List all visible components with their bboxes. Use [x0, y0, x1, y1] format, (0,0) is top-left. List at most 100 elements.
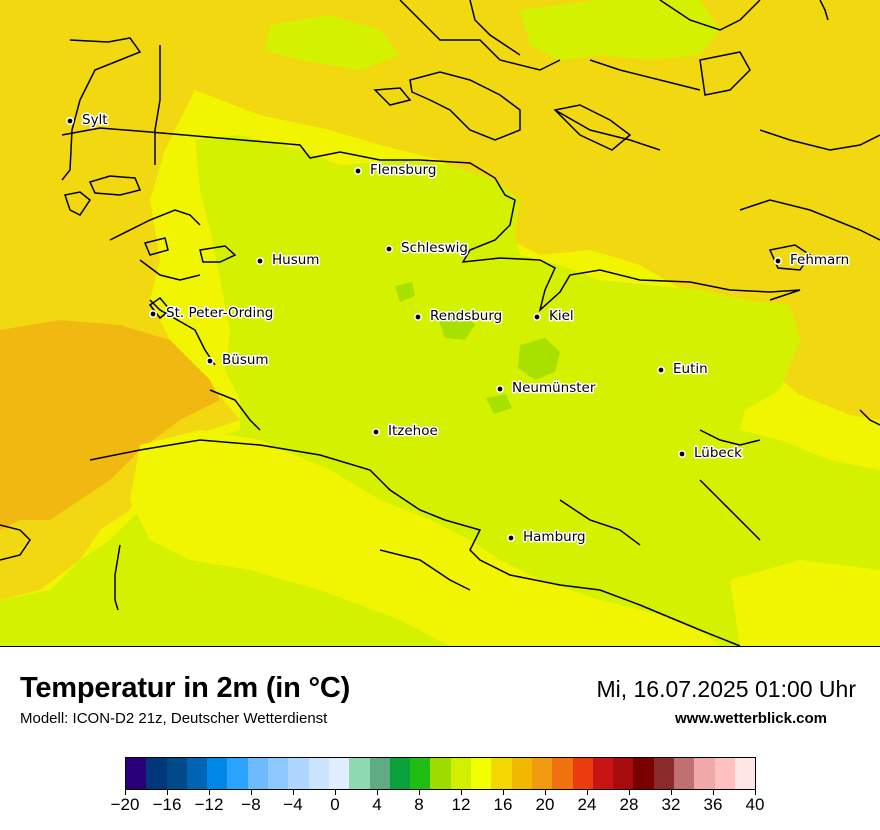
city-husum: Husum [255, 251, 321, 270]
colorbar-tick-label: 0 [330, 795, 340, 814]
colorbar-swatch [491, 758, 512, 789]
model-source: Modell: ICON-D2 21z, Deutscher Wetterdie… [20, 710, 328, 727]
field-12-14-c [395, 282, 415, 302]
colorbar-tick [545, 790, 546, 795]
colorbar-tick-label: 32 [661, 795, 681, 814]
field-16-18-south-east [730, 560, 880, 646]
colorbar-swatch [613, 758, 634, 789]
field-12-14-d [486, 394, 512, 414]
colorbar-swatch [511, 758, 532, 789]
colorbar-swatch [349, 758, 370, 789]
colorbar-tick [587, 790, 588, 795]
city-hamburg: Hamburg [506, 528, 587, 547]
colorbar-tick [629, 790, 630, 795]
city-neumuenster: Neumünster [495, 379, 597, 398]
colorbar-tick [293, 790, 294, 795]
colorbar-swatch [207, 758, 228, 789]
colorbar-tick-label: −12 [194, 795, 224, 814]
svg-text:Neumünster: Neumünster [512, 380, 596, 396]
colorbar-swatch [308, 758, 329, 789]
city-flensburg: Flensburg [353, 161, 438, 180]
colorbar-swatch [126, 758, 147, 789]
colorbar-ticks: −20 −16 −12 −8 −4 0 4 8 12 16 20 24 28 32 36 40 [111, 790, 764, 830]
colorbar-swatch [471, 758, 492, 789]
forecast-datetime: Mi, 16.07.2025 01:00 Uhr [596, 676, 856, 702]
colorbar-tick [419, 790, 420, 795]
colorbar-swatch [268, 758, 289, 789]
colorbar-swatch [552, 758, 573, 789]
city-fehmarn: Fehmarn [773, 251, 851, 270]
colorbar-tick-label: 4 [372, 795, 382, 814]
svg-text:Lübeck: Lübeck [694, 445, 742, 461]
temperature-map: Sylt Flensburg Schleswig Husum Fehmarn S… [0, 0, 880, 647]
colorbar-tick [209, 790, 210, 795]
map-title: Temperatur in 2m (in °C) [20, 672, 351, 704]
field-12-14-a [518, 338, 560, 380]
coastlines [0, 0, 880, 646]
svg-text:Kiel: Kiel [549, 308, 574, 324]
colorbar-swatch [227, 758, 248, 789]
city-luebeck: Lübeck [677, 444, 744, 463]
islands [64, 51, 812, 320]
field-12-14-b [438, 310, 475, 340]
colorbar-swatch [531, 758, 553, 789]
colorbar-tick-label: 40 [745, 795, 765, 814]
colorbar-tick [125, 790, 126, 795]
svg-text:Flensburg: Flensburg [370, 162, 436, 178]
colorbar-swatch [633, 758, 654, 789]
colorbar-swatch [288, 758, 309, 789]
colorbar-swatch [410, 758, 431, 789]
colorbar-swatch [430, 758, 451, 789]
colorbar-swatch [247, 758, 269, 789]
colorbar-tick-label: −20 [110, 795, 140, 814]
colorbar-swatch [694, 758, 715, 789]
colorbar-swatch [674, 758, 695, 789]
city-kiel: Kiel [532, 307, 575, 326]
city-rendsburg: Rendsburg [413, 307, 504, 326]
colorbar-tick [461, 790, 462, 795]
svg-text:Hamburg: Hamburg [523, 529, 586, 545]
city-buesum: Büsum [206, 351, 270, 370]
colorbar-swatch [572, 758, 593, 789]
svg-text:Büsum: Büsum [222, 352, 269, 368]
svg-text:Fehmarn: Fehmarn [790, 252, 849, 268]
field-14-16-north2 [265, 15, 400, 70]
colorbar-swatch [389, 758, 411, 789]
colorbar-swatch [369, 758, 390, 789]
city-markers: Sylt Flensburg Schleswig Husum Fehmarn S… [66, 111, 851, 547]
svg-text:St. Peter-Ording: St. Peter-Ording [166, 305, 273, 321]
colorbar-tick-label: 36 [703, 795, 723, 814]
colorbar-swatch [146, 758, 167, 789]
colorbar-tick-label: −4 [283, 795, 303, 814]
colorbar-tick [377, 790, 378, 795]
city-sylt: Sylt [66, 111, 109, 130]
colorbar-tick [335, 790, 336, 795]
colorbar-tick [251, 790, 252, 795]
colorbar-tick-label: 24 [577, 795, 597, 814]
colorbar-tick-label: 8 [414, 795, 424, 814]
colorbar-tick [671, 790, 672, 795]
field-16-18-elbe [130, 430, 720, 646]
temperature-colorbar [125, 757, 756, 790]
colorbar-tick [713, 790, 714, 795]
city-schleswig: Schleswig [384, 239, 470, 258]
colorbar-tick-label: 12 [451, 795, 471, 814]
colorbar-swatch [166, 758, 187, 789]
colorbar-tick [503, 790, 504, 795]
city-itzehoe: Itzehoe [371, 422, 439, 441]
colorbar-tick-label: −8 [241, 795, 261, 814]
colorbar-tick [167, 790, 168, 795]
website-link[interactable]: www.wetterblick.com [675, 710, 827, 727]
colorbar-swatch [186, 758, 208, 789]
colorbar-tick-label: −16 [152, 795, 182, 814]
colorbar-swatch [714, 758, 735, 789]
colorbar-swatch [653, 758, 675, 789]
svg-text:Rendsburg: Rendsburg [430, 308, 502, 324]
field-20-22 [0, 320, 220, 530]
svg-text:Itzehoe: Itzehoe [388, 423, 438, 439]
svg-text:Schleswig: Schleswig [401, 240, 468, 256]
colorbar-tick-label: 16 [493, 795, 513, 814]
svg-text:Sylt: Sylt [82, 112, 108, 128]
colorbar-tick-label: 20 [535, 795, 555, 814]
svg-text:Eutin: Eutin [673, 361, 708, 377]
